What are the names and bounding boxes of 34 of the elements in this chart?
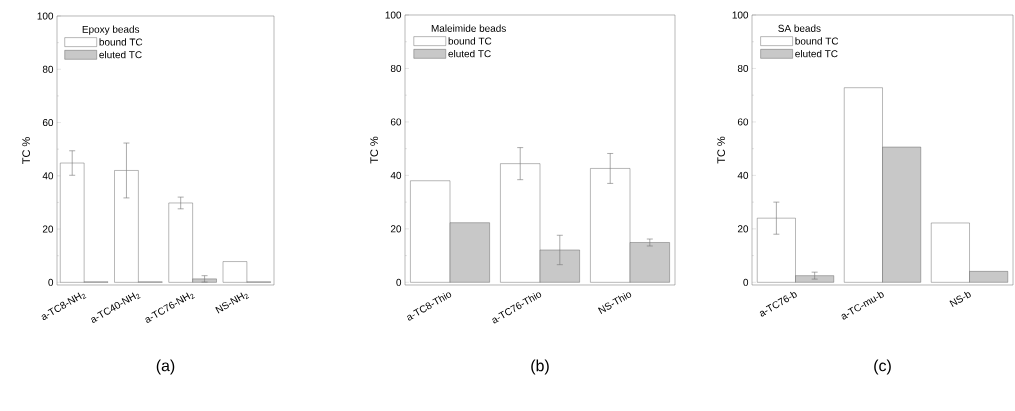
y-tick-label: 80 [737,64,749,72]
y-axis-title: TC % [717,136,726,164]
y-tick-label: 40 [390,171,402,179]
y-tick-label: 40 [737,171,749,179]
y-tick-label: 60 [737,118,749,126]
legend-label: bound TC [99,38,143,46]
legend-label: eluted TC [448,49,491,58]
legend-title: Maleimide beads [431,24,506,32]
y-tick-label: 100 [385,11,402,19]
y-tick-label: 0 [48,278,54,286]
y-tick-label: 60 [390,118,402,126]
x-tick-label: NS-b [949,291,971,307]
legend-label: bound TC [795,37,839,45]
legend-label: bound TC [448,37,492,45]
legend-title: Epoxy beads [82,25,140,35]
legend-title: SA beads [778,24,821,32]
legend-label: eluted TC [99,50,142,59]
text: (a) [156,359,175,375]
y-tick-label: 20 [737,225,749,233]
y-axis-title: TC % [22,137,31,164]
y-tick-label: 100 [732,11,749,19]
y-tick-label: 20 [390,225,402,233]
y-tick-label: 20 [42,225,54,233]
y-axis-title: TC % [370,136,379,164]
y-tick-label: 80 [390,64,402,72]
y-tick-label: 80 [42,65,54,73]
y-tick-label: 60 [42,119,54,127]
text: (b) [531,359,549,375]
y-tick-label: 100 [37,12,54,20]
y-tick-label: 40 [42,172,54,180]
y-tick-label: 0 [396,278,402,286]
text: (c) [874,359,891,375]
y-tick-label: 0 [743,278,749,286]
legend-label: eluted TC [795,49,838,58]
